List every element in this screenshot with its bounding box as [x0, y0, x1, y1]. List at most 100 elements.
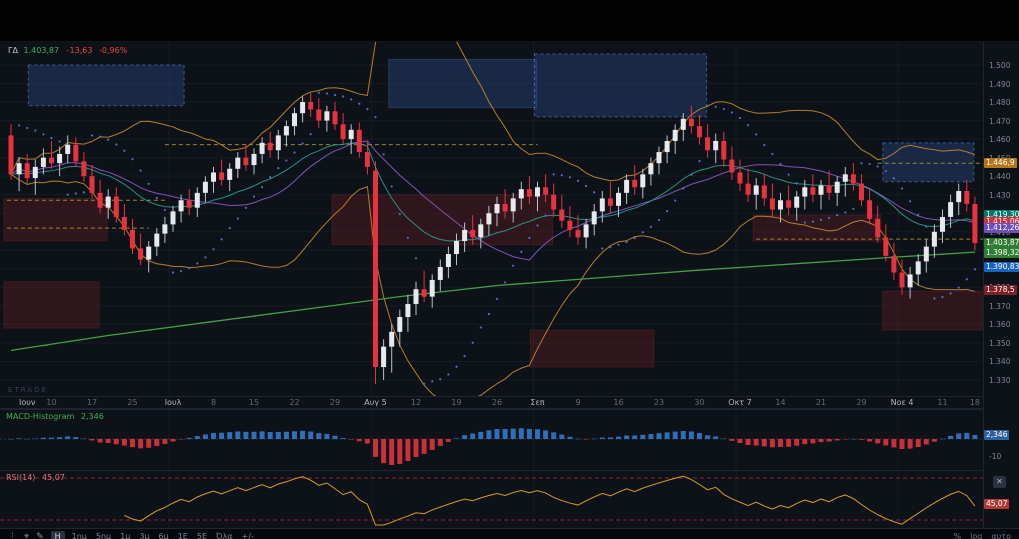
- candle: [324, 111, 330, 121]
- candle: [599, 198, 605, 212]
- toolbar-range-item[interactable]: +/-: [241, 532, 254, 539]
- rsi-panel[interactable]: [0, 470, 983, 528]
- psar-dot: [414, 257, 418, 260]
- psar-dot: [479, 326, 482, 329]
- candle: [146, 246, 152, 260]
- psar-dot: [333, 93, 337, 97]
- macd-value: 2,346: [80, 412, 104, 421]
- macd-panel[interactable]: [0, 409, 983, 470]
- psar-dot: [738, 116, 742, 120]
- macd-bar: [49, 437, 54, 439]
- macd-bar: [162, 439, 168, 444]
- macd-bar: [769, 439, 775, 448]
- macd-bar: [154, 439, 160, 447]
- candle: [364, 152, 370, 167]
- candle: [810, 187, 816, 195]
- macd-bar: [867, 439, 873, 442]
- psar-dot: [398, 212, 401, 216]
- psar-dot: [617, 243, 620, 246]
- time-label: Σεπ: [530, 398, 545, 407]
- candle: [802, 187, 808, 197]
- timeframe-button[interactable]: Η: [50, 531, 65, 539]
- candle: [494, 203, 500, 214]
- candle: [656, 152, 662, 164]
- candle: [202, 181, 208, 193]
- candle: [850, 174, 856, 184]
- psar-dot: [512, 264, 515, 267]
- macd-bar: [753, 439, 759, 446]
- close-indicator-button[interactable]: ✕: [993, 476, 1006, 488]
- macd-bar: [535, 429, 540, 439]
- toolbar-range-item[interactable]: 1Ε: [177, 532, 188, 539]
- toolbar-range-item[interactable]: 3μ: [139, 532, 150, 539]
- demand-zone: [882, 290, 983, 331]
- psar-dot: [844, 211, 847, 214]
- macd-bar: [381, 439, 387, 464]
- candle: [502, 203, 508, 212]
- macd-bar: [802, 439, 808, 445]
- candle: [859, 183, 864, 201]
- psar-dot: [58, 140, 61, 143]
- candle: [227, 168, 233, 180]
- psar-dot: [99, 135, 102, 138]
- log-scale-button[interactable]: log: [970, 532, 983, 539]
- psar-dot: [309, 133, 312, 136]
- candle: [964, 191, 970, 204]
- psar-dot: [755, 133, 758, 136]
- macd-bar: [121, 439, 127, 446]
- candle: [251, 153, 257, 166]
- demand-zone: [529, 329, 655, 368]
- time-label: 29: [329, 398, 341, 407]
- price-tick: 1.450: [989, 154, 1010, 163]
- percent-scale-button[interactable]: %: [953, 532, 962, 539]
- time-label: 14: [775, 398, 786, 407]
- time-axis[interactable]: Ιουν 10 17 25 Ιουλ 8 15 22 29 Αυγ 5 12 19 26 Σεπ 9 16 23…: [0, 396, 983, 409]
- candle: [729, 159, 735, 173]
- psar-dot: [552, 173, 555, 176]
- psar-dot: [26, 126, 29, 130]
- toolbar-range-item[interactable]: Όλα: [216, 532, 233, 539]
- psar-dot: [171, 271, 175, 274]
- macd-bar: [891, 439, 897, 448]
- candle: [397, 317, 403, 332]
- price-tick: 1.500: [989, 61, 1011, 70]
- psar-dot: [925, 225, 928, 228]
- macd-bar: [105, 439, 111, 443]
- candle: [551, 194, 557, 210]
- macd-bar: [243, 431, 249, 439]
- toolbar-range-item[interactable]: 1ημ: [71, 532, 87, 539]
- time-label: 12: [410, 398, 422, 407]
- psar-dot: [431, 380, 434, 383]
- price-axis[interactable]: 1.500 1.490 1.480 1.470 1.460 1.450 1.440 1.430…: [983, 42, 1019, 528]
- menu-icon[interactable]: ⋮: [8, 531, 17, 539]
- time-label: 8: [210, 398, 217, 407]
- time-label: 15: [248, 398, 260, 407]
- psar-dot: [949, 292, 952, 295]
- psar-dot: [350, 98, 353, 101]
- toolbar-range-item[interactable]: 1μ: [120, 532, 131, 539]
- psar-dot: [803, 221, 806, 224]
- candle: [186, 200, 192, 208]
- draw-icon[interactable]: ✎: [36, 531, 44, 539]
- toolbar-range-item[interactable]: 5ημ: [95, 532, 112, 539]
- psar-dot: [884, 169, 887, 173]
- psar-dot: [342, 95, 345, 98]
- macd-bar: [786, 439, 792, 447]
- toolbar-range-item[interactable]: 5Ε: [196, 532, 208, 539]
- time-label: 11: [937, 398, 948, 407]
- psar-dot: [690, 173, 693, 176]
- price-tick: 1.440: [989, 172, 1011, 182]
- price-tick: 1.470: [989, 116, 1011, 126]
- macd-bar: [113, 439, 119, 445]
- price-tick: 1.330: [989, 376, 1011, 385]
- crosshair-icon[interactable]: ⌖: [24, 531, 30, 539]
- candle: [567, 220, 573, 230]
- price-chart[interactable]: [0, 42, 983, 396]
- psar-dot: [876, 165, 879, 168]
- auto-scale-button[interactable]: αυτο: [991, 532, 1011, 539]
- psar-dot: [836, 214, 839, 217]
- macd-bar: [810, 439, 816, 444]
- toolbar-range-item[interactable]: 6μ: [158, 532, 169, 539]
- psar-dot: [625, 241, 628, 244]
- ema20-line: [10, 142, 976, 242]
